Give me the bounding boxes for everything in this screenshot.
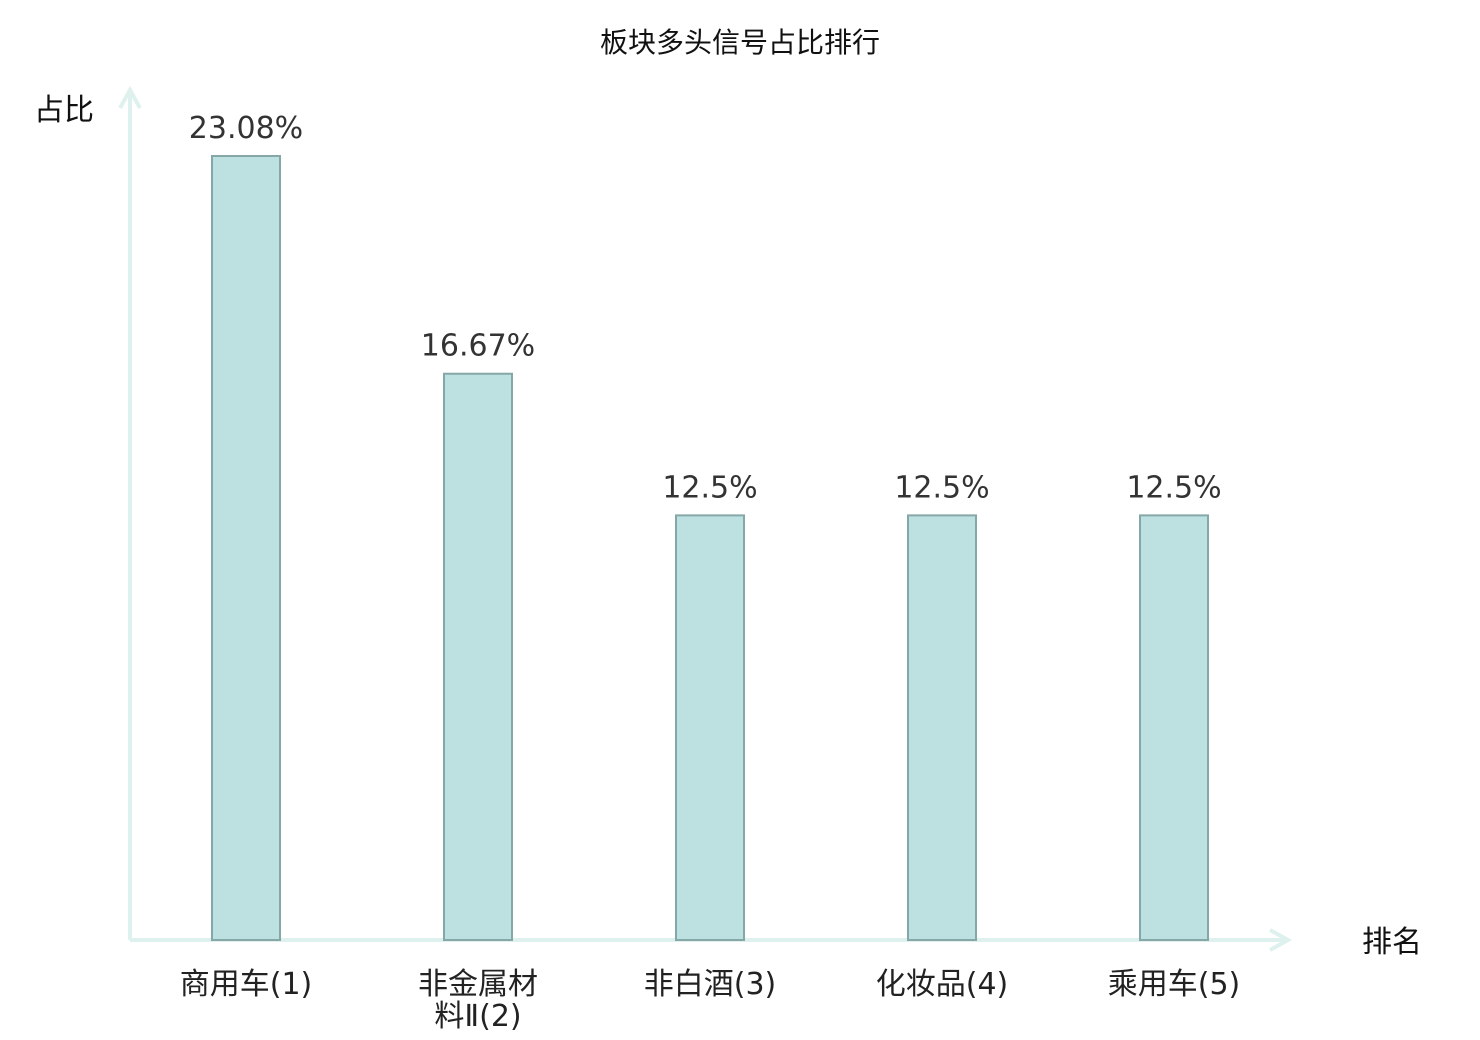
chart-title: 板块多头信号占比排行 [600,26,880,59]
category-label-5: 乘用车(5) [1108,967,1241,1002]
y-axis-label: 占比 [34,93,94,128]
value-label-1: 23.08% [189,111,303,146]
bar-4 [907,514,977,941]
bar-2 [443,372,513,941]
value-labels-layer: 23.08% 16.67% 12.5% 12.5% 12.5% [189,111,1222,505]
category-label-1: 商用车(1) [180,967,313,1002]
category-label-2: 非金属材料Ⅱ(2) [418,967,538,1034]
category-label-4: 化妆品(4) [876,967,1009,1002]
y-axis-arrow [118,85,142,109]
x-axis-arrow [1269,928,1293,952]
bar-3 [675,514,745,941]
bars-layer [211,155,1209,941]
bar-1 [211,155,281,941]
category-labels-layer: 商用车(1) 非金属材料Ⅱ(2) 非白酒(3) 化妆品(4) 乘用车(5) [180,967,1241,1034]
value-label-5: 12.5% [1126,470,1221,505]
x-axis-label: 排名 [1362,925,1422,960]
value-label-3: 12.5% [662,470,757,505]
bar-5 [1139,514,1209,941]
value-label-4: 12.5% [894,470,989,505]
category-label-3: 非白酒(3) [644,967,777,1002]
value-label-2: 16.67% [421,329,535,364]
